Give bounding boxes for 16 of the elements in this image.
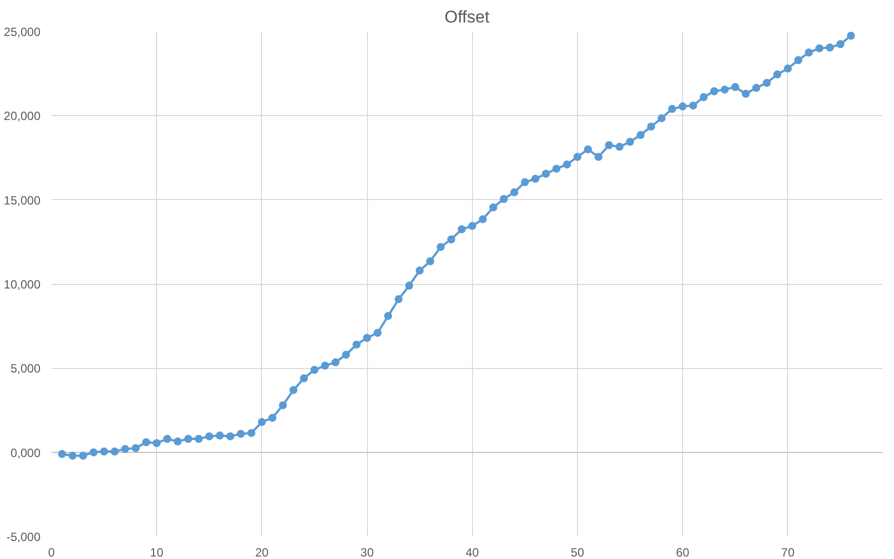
x-tick-label: 0 <box>48 546 56 559</box>
y-tick-label: 0,000 <box>10 446 41 460</box>
x-tick-label: 20 <box>255 546 269 559</box>
x-tick-label: 50 <box>570 546 584 559</box>
y-tick-label: 10,000 <box>4 278 41 292</box>
y-tick-label: 15,000 <box>4 193 41 208</box>
x-tick-label: 70 <box>781 546 795 559</box>
chart-title: Offset <box>444 8 490 26</box>
y-tick-label: 5,000 <box>10 362 41 376</box>
x-tick-label: 10 <box>150 546 164 559</box>
y-tick-label: 25,000 <box>4 25 41 39</box>
y-tick-label: -5,000 <box>6 530 41 544</box>
x-tick-label: 30 <box>360 546 374 559</box>
y-tick-label: 20,000 <box>4 109 41 124</box>
x-tick-label: 40 <box>466 546 480 559</box>
x-tick-label: 60 <box>676 546 690 559</box>
